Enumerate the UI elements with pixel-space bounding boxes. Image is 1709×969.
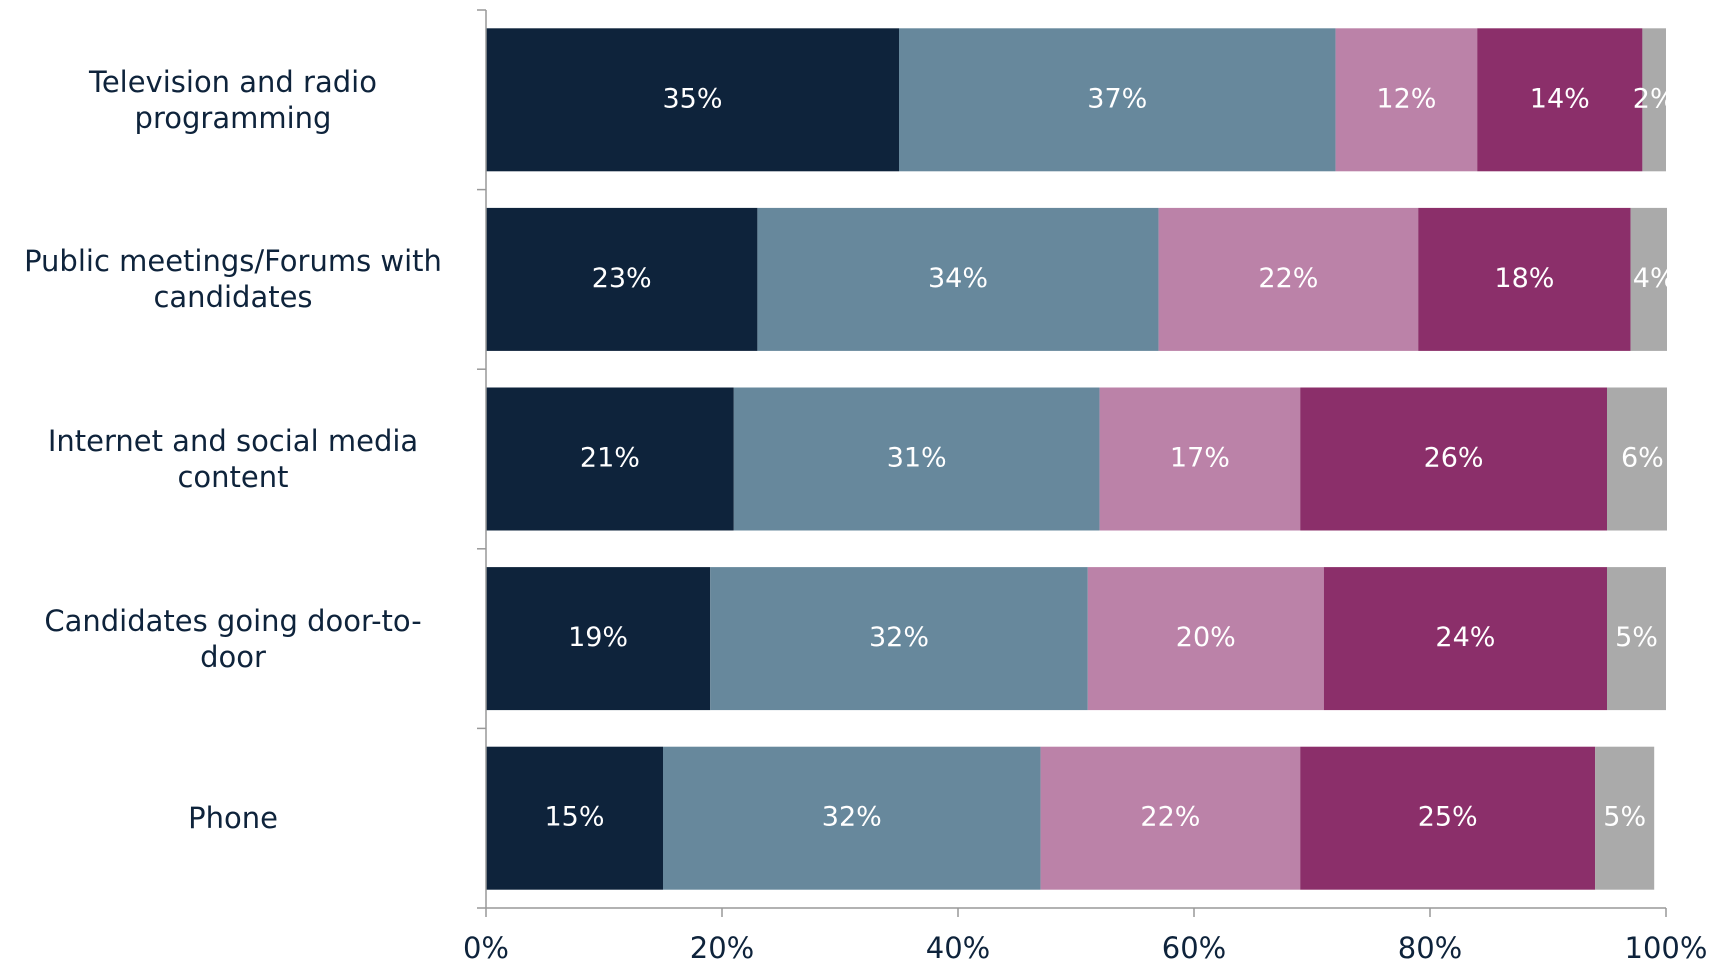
data-label: 12% bbox=[1376, 83, 1436, 114]
bar-segment bbox=[899, 28, 1336, 172]
data-label: 34% bbox=[928, 263, 988, 294]
data-label: 25% bbox=[1418, 802, 1478, 833]
category-label: Internet and social media content bbox=[47, 424, 419, 494]
x-tick-label: 0% bbox=[463, 931, 509, 965]
bar-segment bbox=[710, 567, 1088, 711]
x-tick-label: 40% bbox=[926, 931, 990, 965]
data-label: 21% bbox=[580, 443, 640, 474]
data-label: 17% bbox=[1170, 443, 1230, 474]
bar-segment bbox=[1099, 387, 1301, 531]
bar-segment bbox=[1040, 746, 1301, 890]
bar-segment bbox=[733, 387, 1100, 531]
data-label: 22% bbox=[1258, 263, 1318, 294]
bar-segment bbox=[486, 746, 663, 890]
bar-segment bbox=[663, 746, 1041, 890]
bar-segment bbox=[486, 567, 711, 711]
bar-segment bbox=[486, 207, 758, 351]
data-label: 32% bbox=[869, 622, 929, 653]
data-label: 31% bbox=[887, 443, 947, 474]
data-label: 24% bbox=[1435, 622, 1495, 653]
category-label: Public meetings/Forums with candidates bbox=[24, 244, 442, 315]
data-label: 14% bbox=[1530, 83, 1590, 114]
bar-segment bbox=[1300, 387, 1607, 531]
data-label: 4% bbox=[1633, 263, 1676, 294]
category-label: Phone bbox=[188, 801, 278, 836]
data-label: 37% bbox=[1087, 83, 1147, 114]
data-label: 35% bbox=[662, 83, 722, 114]
data-label: 20% bbox=[1176, 622, 1236, 653]
data-label: 23% bbox=[592, 263, 652, 294]
data-label: 22% bbox=[1140, 802, 1200, 833]
bar-segment bbox=[1418, 207, 1631, 351]
data-label: 6% bbox=[1621, 443, 1664, 474]
bars bbox=[486, 28, 1667, 890]
bar-segment bbox=[1087, 567, 1324, 711]
bar-segment bbox=[1477, 28, 1643, 172]
bar-segment bbox=[757, 207, 1159, 351]
bar-segment bbox=[486, 28, 899, 172]
bar-segment bbox=[486, 387, 734, 531]
bar-segment bbox=[1595, 746, 1655, 890]
data-label: 15% bbox=[544, 802, 604, 833]
x-tick-label: 20% bbox=[690, 931, 754, 965]
bar-segment bbox=[1323, 567, 1607, 711]
x-tick-label: 80% bbox=[1398, 931, 1462, 965]
bar-segment bbox=[1607, 567, 1666, 711]
data-label: 19% bbox=[568, 622, 628, 653]
category-label: Television and radio programming bbox=[89, 64, 377, 135]
data-label: 26% bbox=[1424, 443, 1484, 474]
data-label: 5% bbox=[1603, 802, 1646, 833]
category-label: Candidates going door-to-door bbox=[44, 603, 422, 674]
data-label: 18% bbox=[1494, 263, 1554, 294]
bar-segment bbox=[1642, 28, 1666, 172]
bar-segment bbox=[1158, 207, 1419, 351]
x-tick-label: 60% bbox=[1162, 931, 1226, 965]
bar-segment bbox=[1607, 387, 1667, 531]
data-label: 2% bbox=[1633, 83, 1676, 114]
bar-segment bbox=[1630, 207, 1667, 351]
data-label: 32% bbox=[822, 802, 882, 833]
bar-segment bbox=[1300, 746, 1596, 890]
x-tick-label: 100% bbox=[1625, 931, 1708, 965]
bar-segment bbox=[1335, 28, 1478, 172]
data-label: 5% bbox=[1615, 622, 1658, 653]
